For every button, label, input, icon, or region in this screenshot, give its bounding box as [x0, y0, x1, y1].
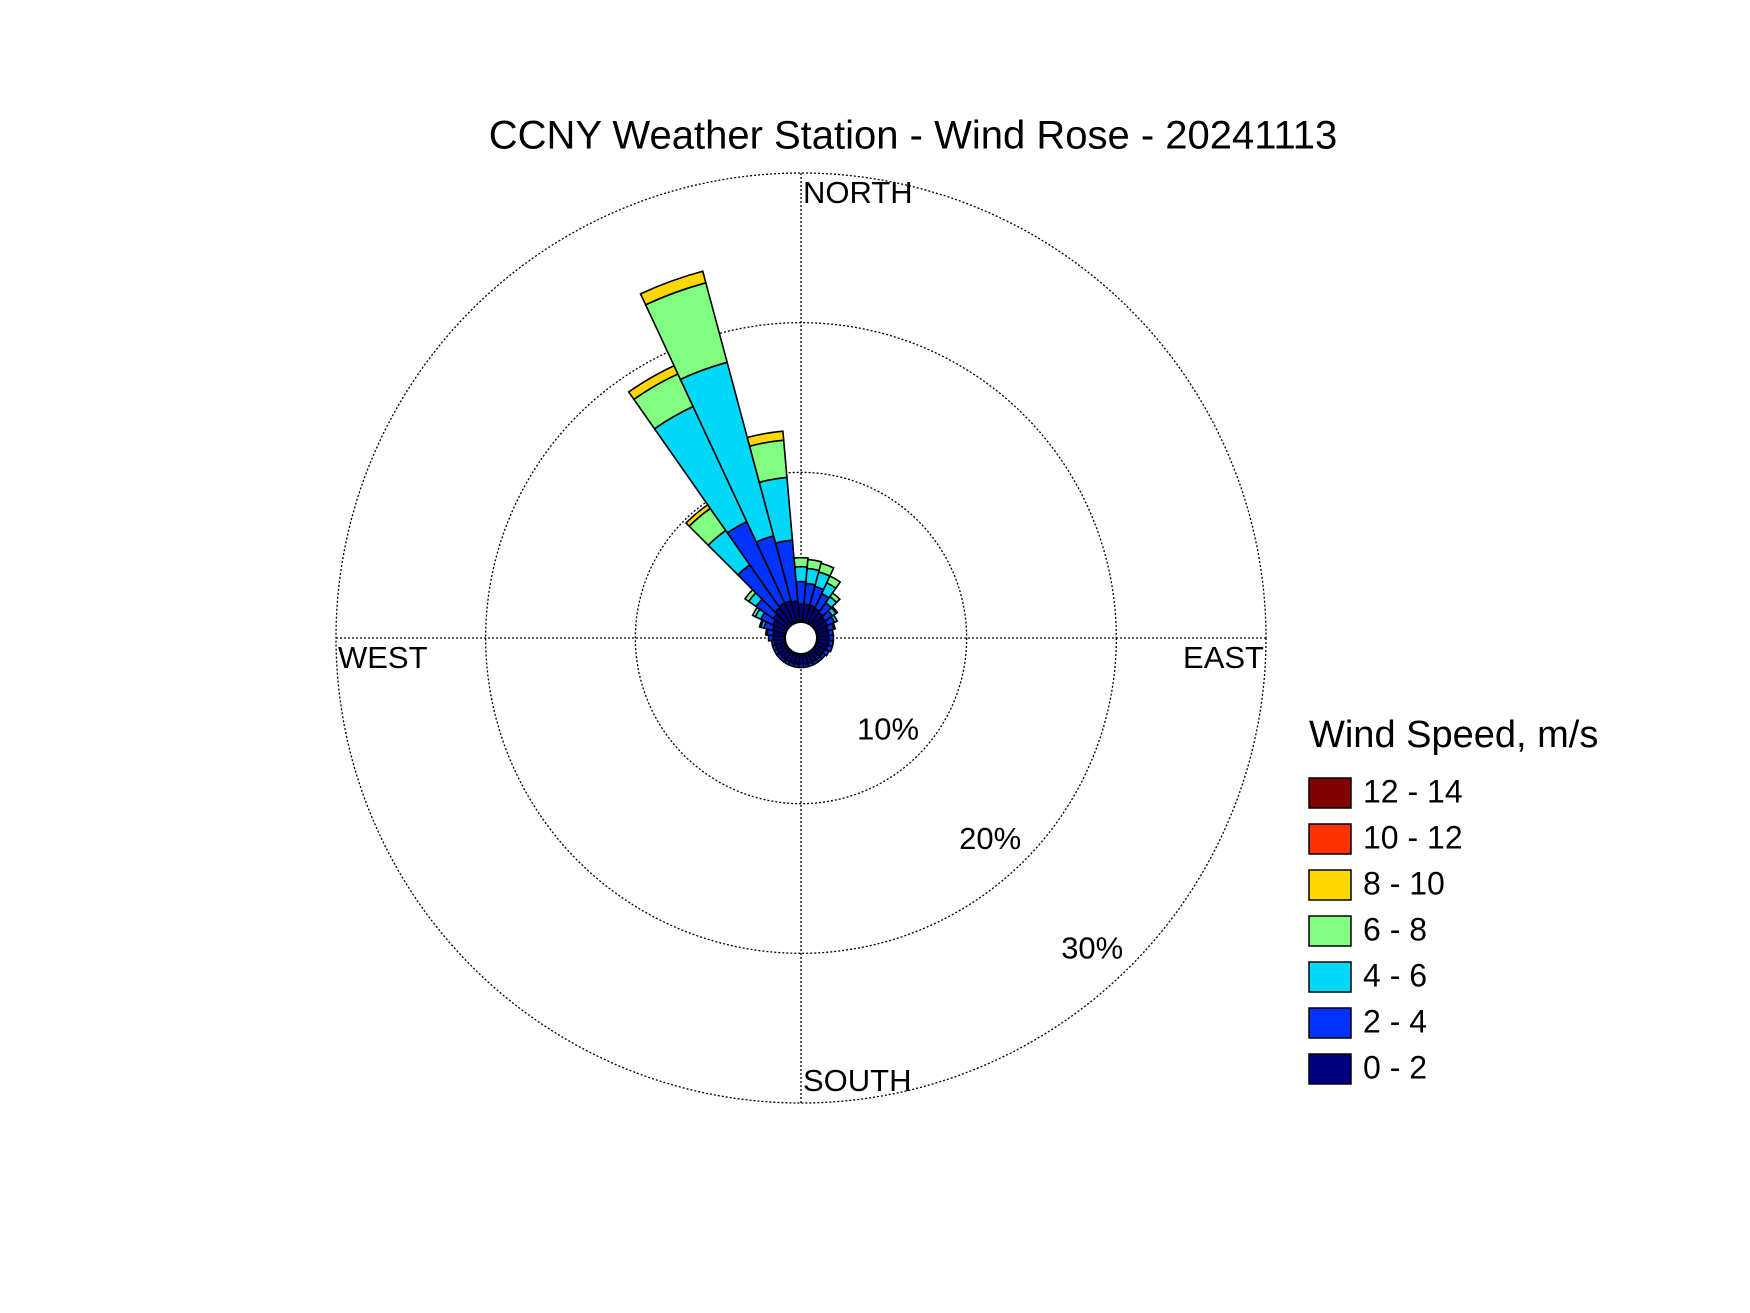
r-tick-label: 10% [857, 712, 919, 747]
legend-swatch [1308, 869, 1352, 901]
chart-title: CCNY Weather Station - Wind Rose - 20241… [489, 114, 1338, 158]
rose-segment [830, 605, 839, 615]
legend-swatch [1308, 823, 1352, 855]
legend-title: Wind Speed, m/s [1309, 714, 1598, 756]
r-tick-label: 20% [959, 821, 1021, 856]
legend-label: 12 - 14 [1363, 773, 1463, 809]
rose-segment [746, 430, 785, 448]
rose-segment [828, 591, 841, 604]
rose-segment [817, 562, 835, 578]
center-hole [784, 621, 818, 655]
rose-segment [806, 558, 823, 572]
rose-segment [825, 574, 842, 590]
legend-label: 6 - 8 [1363, 911, 1427, 947]
legend-swatch [1308, 1053, 1352, 1085]
rose-segment [639, 270, 707, 306]
legend-label: 4 - 6 [1363, 957, 1427, 993]
legend-swatch [1308, 1007, 1352, 1039]
legend-label: 10 - 12 [1363, 819, 1463, 855]
legend-swatch [1308, 915, 1352, 947]
grid-circle [634, 471, 968, 805]
rose-segment [830, 613, 839, 624]
legend-label: 2 - 4 [1363, 1003, 1427, 1039]
compass-label: NORTH [803, 175, 913, 210]
rose-segment [830, 621, 837, 631]
compass-label: WEST [338, 640, 428, 675]
rose-segment [793, 556, 809, 568]
legend-label: 8 - 10 [1363, 865, 1445, 901]
compass-label: SOUTH [803, 1063, 912, 1098]
r-tick-label: 30% [1061, 930, 1123, 965]
compass-label: EAST [1183, 640, 1264, 675]
legend-swatch [1308, 777, 1352, 809]
legend-label: 0 - 2 [1363, 1049, 1427, 1085]
legend-swatch [1308, 961, 1352, 993]
